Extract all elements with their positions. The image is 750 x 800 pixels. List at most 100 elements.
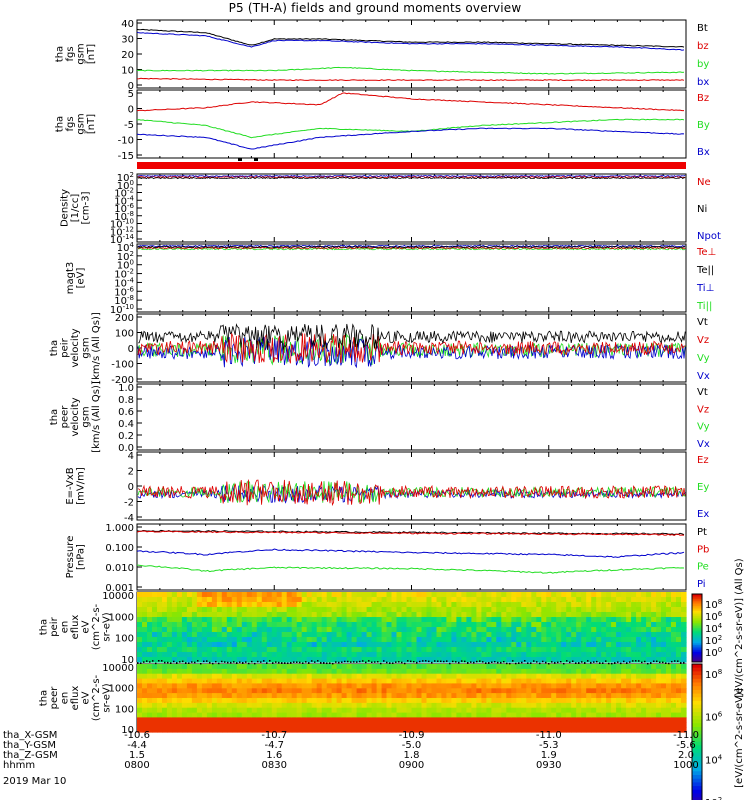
spectrogram-cell [416, 612, 423, 618]
spectrogram-cell [566, 632, 572, 638]
spectrogram-cell [626, 652, 632, 658]
spectrogram-cell [581, 683, 587, 689]
spectrogram-cell [501, 727, 507, 733]
y-tick-label: -15 [118, 151, 134, 162]
y-tick-label: 100 [115, 329, 134, 340]
spectrogram-cell [446, 702, 452, 709]
spectrogram-cell [421, 647, 428, 653]
spectrogram-cell [152, 602, 158, 608]
spectrogram-cell [381, 673, 388, 680]
data-gap-mark [140, 662, 142, 665]
spectrogram-cell [636, 642, 642, 648]
spectrogram-cell [606, 602, 612, 608]
spectrogram-cell [171, 688, 178, 694]
spectrogram-cell [147, 597, 153, 603]
spectrogram-cell [236, 592, 243, 598]
y-axis-label: velocity [70, 328, 81, 367]
spectrogram-cell [576, 673, 582, 680]
spectrogram-cell [666, 688, 672, 694]
spectrogram-cell [162, 702, 168, 709]
y-tick-label: 10-4 [114, 194, 134, 207]
spectrogram-cell [666, 617, 672, 623]
spectrogram-cell [516, 727, 522, 733]
spectrogram-cell [246, 597, 253, 603]
spectrogram-cell [286, 602, 293, 608]
spectrogram-cell [676, 683, 682, 689]
y-tick-label: 0 [128, 105, 134, 116]
data-gap-mark [266, 662, 268, 664]
spectrogram-cell [206, 642, 213, 648]
spectrogram-cell [601, 678, 607, 685]
spectrogram-cell [426, 632, 433, 638]
spectrogram-cell [316, 617, 323, 623]
spectrogram-cell [137, 722, 143, 728]
y-tick-label: 0.001 [105, 583, 134, 594]
spectrogram-cell [641, 632, 647, 638]
spectrogram-cell [501, 602, 507, 608]
data-gap-mark [272, 662, 274, 664]
spectrogram-cell [291, 617, 298, 623]
spectrogram-cell [601, 702, 607, 709]
spectrogram-cell [601, 622, 607, 628]
spectrogram-cell [511, 698, 517, 704]
spectrogram-cell [681, 707, 687, 714]
spectrogram-cell [216, 607, 223, 613]
spectrogram-cell [147, 657, 153, 663]
spectrogram-cell [326, 627, 333, 633]
data-gap-mark [641, 661, 643, 664]
spectrogram-cell [157, 683, 163, 689]
spectrogram-cell [291, 622, 298, 628]
spectrogram-cell [386, 627, 393, 633]
data-gap-mark [416, 661, 418, 664]
spectrogram-cell [166, 722, 173, 728]
spectrogram-cell [536, 637, 542, 643]
spectrogram-cell [576, 592, 582, 598]
series-line [137, 481, 686, 504]
spectrogram-cell [636, 637, 642, 643]
spectrogram-cell [421, 642, 428, 648]
spectrogram-cell [511, 597, 517, 603]
spectrogram-cell [436, 717, 443, 723]
spectrogram-cell [446, 683, 452, 689]
spectrogram-cell [246, 642, 253, 648]
spectrogram-cell [611, 727, 617, 733]
spectrogram-cell [561, 727, 567, 733]
spectrogram-cell [191, 727, 198, 733]
spectrogram-cell [571, 607, 577, 613]
spectrogram-cell [306, 717, 313, 723]
spectrogram-cell [226, 693, 233, 699]
spectrogram-cell [186, 707, 193, 714]
spectrogram-cell [546, 622, 552, 628]
spectrogram-cell [251, 688, 258, 694]
spectrogram-cell [406, 622, 413, 628]
spectrogram-cell [137, 602, 143, 608]
spectrogram-cell [196, 647, 203, 653]
spectrogram-cell [446, 642, 452, 648]
spectrogram-cell [211, 688, 218, 694]
colorbar-tick-label: 102 [705, 634, 722, 647]
spectrogram-cell [661, 617, 667, 623]
spectrogram-cell [361, 712, 368, 719]
spectrogram-cell [196, 642, 203, 648]
spectrogram-cell [162, 657, 168, 663]
data-gap-mark [413, 660, 415, 663]
spectrogram-cell [516, 673, 522, 680]
spectrogram-cell [206, 702, 213, 709]
spectrogram-cell [276, 678, 283, 685]
spectrogram-cell [621, 647, 627, 653]
spectrogram-cell [416, 627, 423, 633]
spectrogram-cell [461, 693, 467, 699]
spectrogram-cell [601, 664, 607, 670]
spectrogram-cell [181, 622, 188, 628]
data-gap-mark [374, 661, 376, 663]
spectrogram-cell [296, 678, 303, 685]
spectrogram-cell [556, 717, 562, 723]
spectrogram-cell [336, 688, 343, 694]
spectrogram-cell [601, 722, 607, 728]
spectrogram-cell [501, 664, 507, 670]
spectrogram-cell [316, 717, 323, 723]
spectrogram-cell [531, 722, 537, 728]
spectrogram-cell [636, 627, 642, 633]
data-gap-mark [683, 661, 685, 664]
spectrogram-cell [406, 678, 413, 685]
